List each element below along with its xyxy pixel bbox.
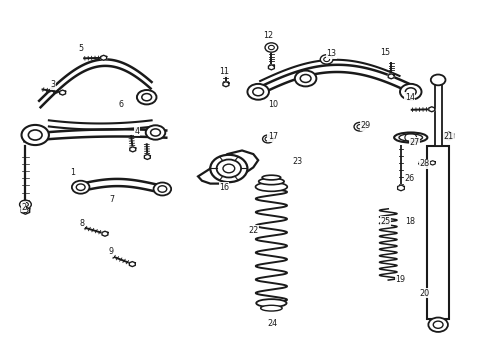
Text: 26: 26 <box>404 174 414 183</box>
Circle shape <box>353 122 365 131</box>
Polygon shape <box>429 161 434 165</box>
Polygon shape <box>198 150 258 184</box>
Polygon shape <box>268 65 274 70</box>
Text: 3: 3 <box>50 80 55 89</box>
Circle shape <box>264 43 277 52</box>
Polygon shape <box>144 154 150 159</box>
Text: 21: 21 <box>443 132 453 141</box>
Circle shape <box>137 90 156 104</box>
Circle shape <box>432 321 442 328</box>
Circle shape <box>145 125 165 140</box>
Text: 4: 4 <box>134 127 139 136</box>
Polygon shape <box>223 82 228 87</box>
Text: 12: 12 <box>263 31 272 40</box>
Text: 15: 15 <box>380 48 389 57</box>
Polygon shape <box>387 74 393 79</box>
Ellipse shape <box>262 175 280 180</box>
Polygon shape <box>443 132 453 140</box>
Circle shape <box>223 164 234 173</box>
Circle shape <box>153 183 171 195</box>
Polygon shape <box>101 55 106 60</box>
Polygon shape <box>397 185 404 191</box>
Text: 23: 23 <box>292 157 302 166</box>
Circle shape <box>210 155 247 182</box>
Polygon shape <box>129 147 136 152</box>
Ellipse shape <box>256 299 286 307</box>
Circle shape <box>430 75 445 85</box>
Circle shape <box>247 84 268 100</box>
Ellipse shape <box>260 305 282 311</box>
Text: 29: 29 <box>360 122 370 130</box>
Circle shape <box>320 55 332 64</box>
Bar <box>434 79 441 146</box>
Polygon shape <box>21 207 30 214</box>
Circle shape <box>294 71 316 86</box>
Text: 11: 11 <box>219 68 228 77</box>
Text: 16: 16 <box>219 183 228 192</box>
Circle shape <box>216 159 241 177</box>
Circle shape <box>427 318 447 332</box>
Circle shape <box>399 84 421 100</box>
Polygon shape <box>428 107 434 112</box>
Text: 28: 28 <box>419 159 428 168</box>
Circle shape <box>72 181 89 194</box>
Text: 22: 22 <box>248 226 258 235</box>
Text: 5: 5 <box>78 44 83 53</box>
Text: 6: 6 <box>119 100 123 109</box>
Text: 1: 1 <box>70 168 75 177</box>
Ellipse shape <box>258 178 284 185</box>
Polygon shape <box>102 231 108 236</box>
Ellipse shape <box>398 134 422 141</box>
Circle shape <box>262 135 273 143</box>
Text: 17: 17 <box>267 132 277 141</box>
Text: 14: 14 <box>404 93 414 102</box>
Ellipse shape <box>255 182 287 192</box>
Text: 20: 20 <box>419 289 428 298</box>
Text: 13: 13 <box>326 49 336 58</box>
Circle shape <box>20 200 31 209</box>
Text: 24: 24 <box>267 320 277 328</box>
Polygon shape <box>60 90 65 95</box>
Circle shape <box>21 125 49 145</box>
Polygon shape <box>129 262 135 267</box>
Text: 9: 9 <box>109 248 114 256</box>
Ellipse shape <box>393 132 427 143</box>
Text: 27: 27 <box>409 138 419 147</box>
Text: 7: 7 <box>109 195 114 204</box>
Text: 8: 8 <box>80 219 84 228</box>
Text: 25: 25 <box>380 217 389 226</box>
Text: 2: 2 <box>21 202 26 211</box>
Text: 19: 19 <box>394 274 404 284</box>
Text: 10: 10 <box>267 100 277 109</box>
Bar <box>427 146 448 319</box>
Text: 18: 18 <box>404 217 414 226</box>
